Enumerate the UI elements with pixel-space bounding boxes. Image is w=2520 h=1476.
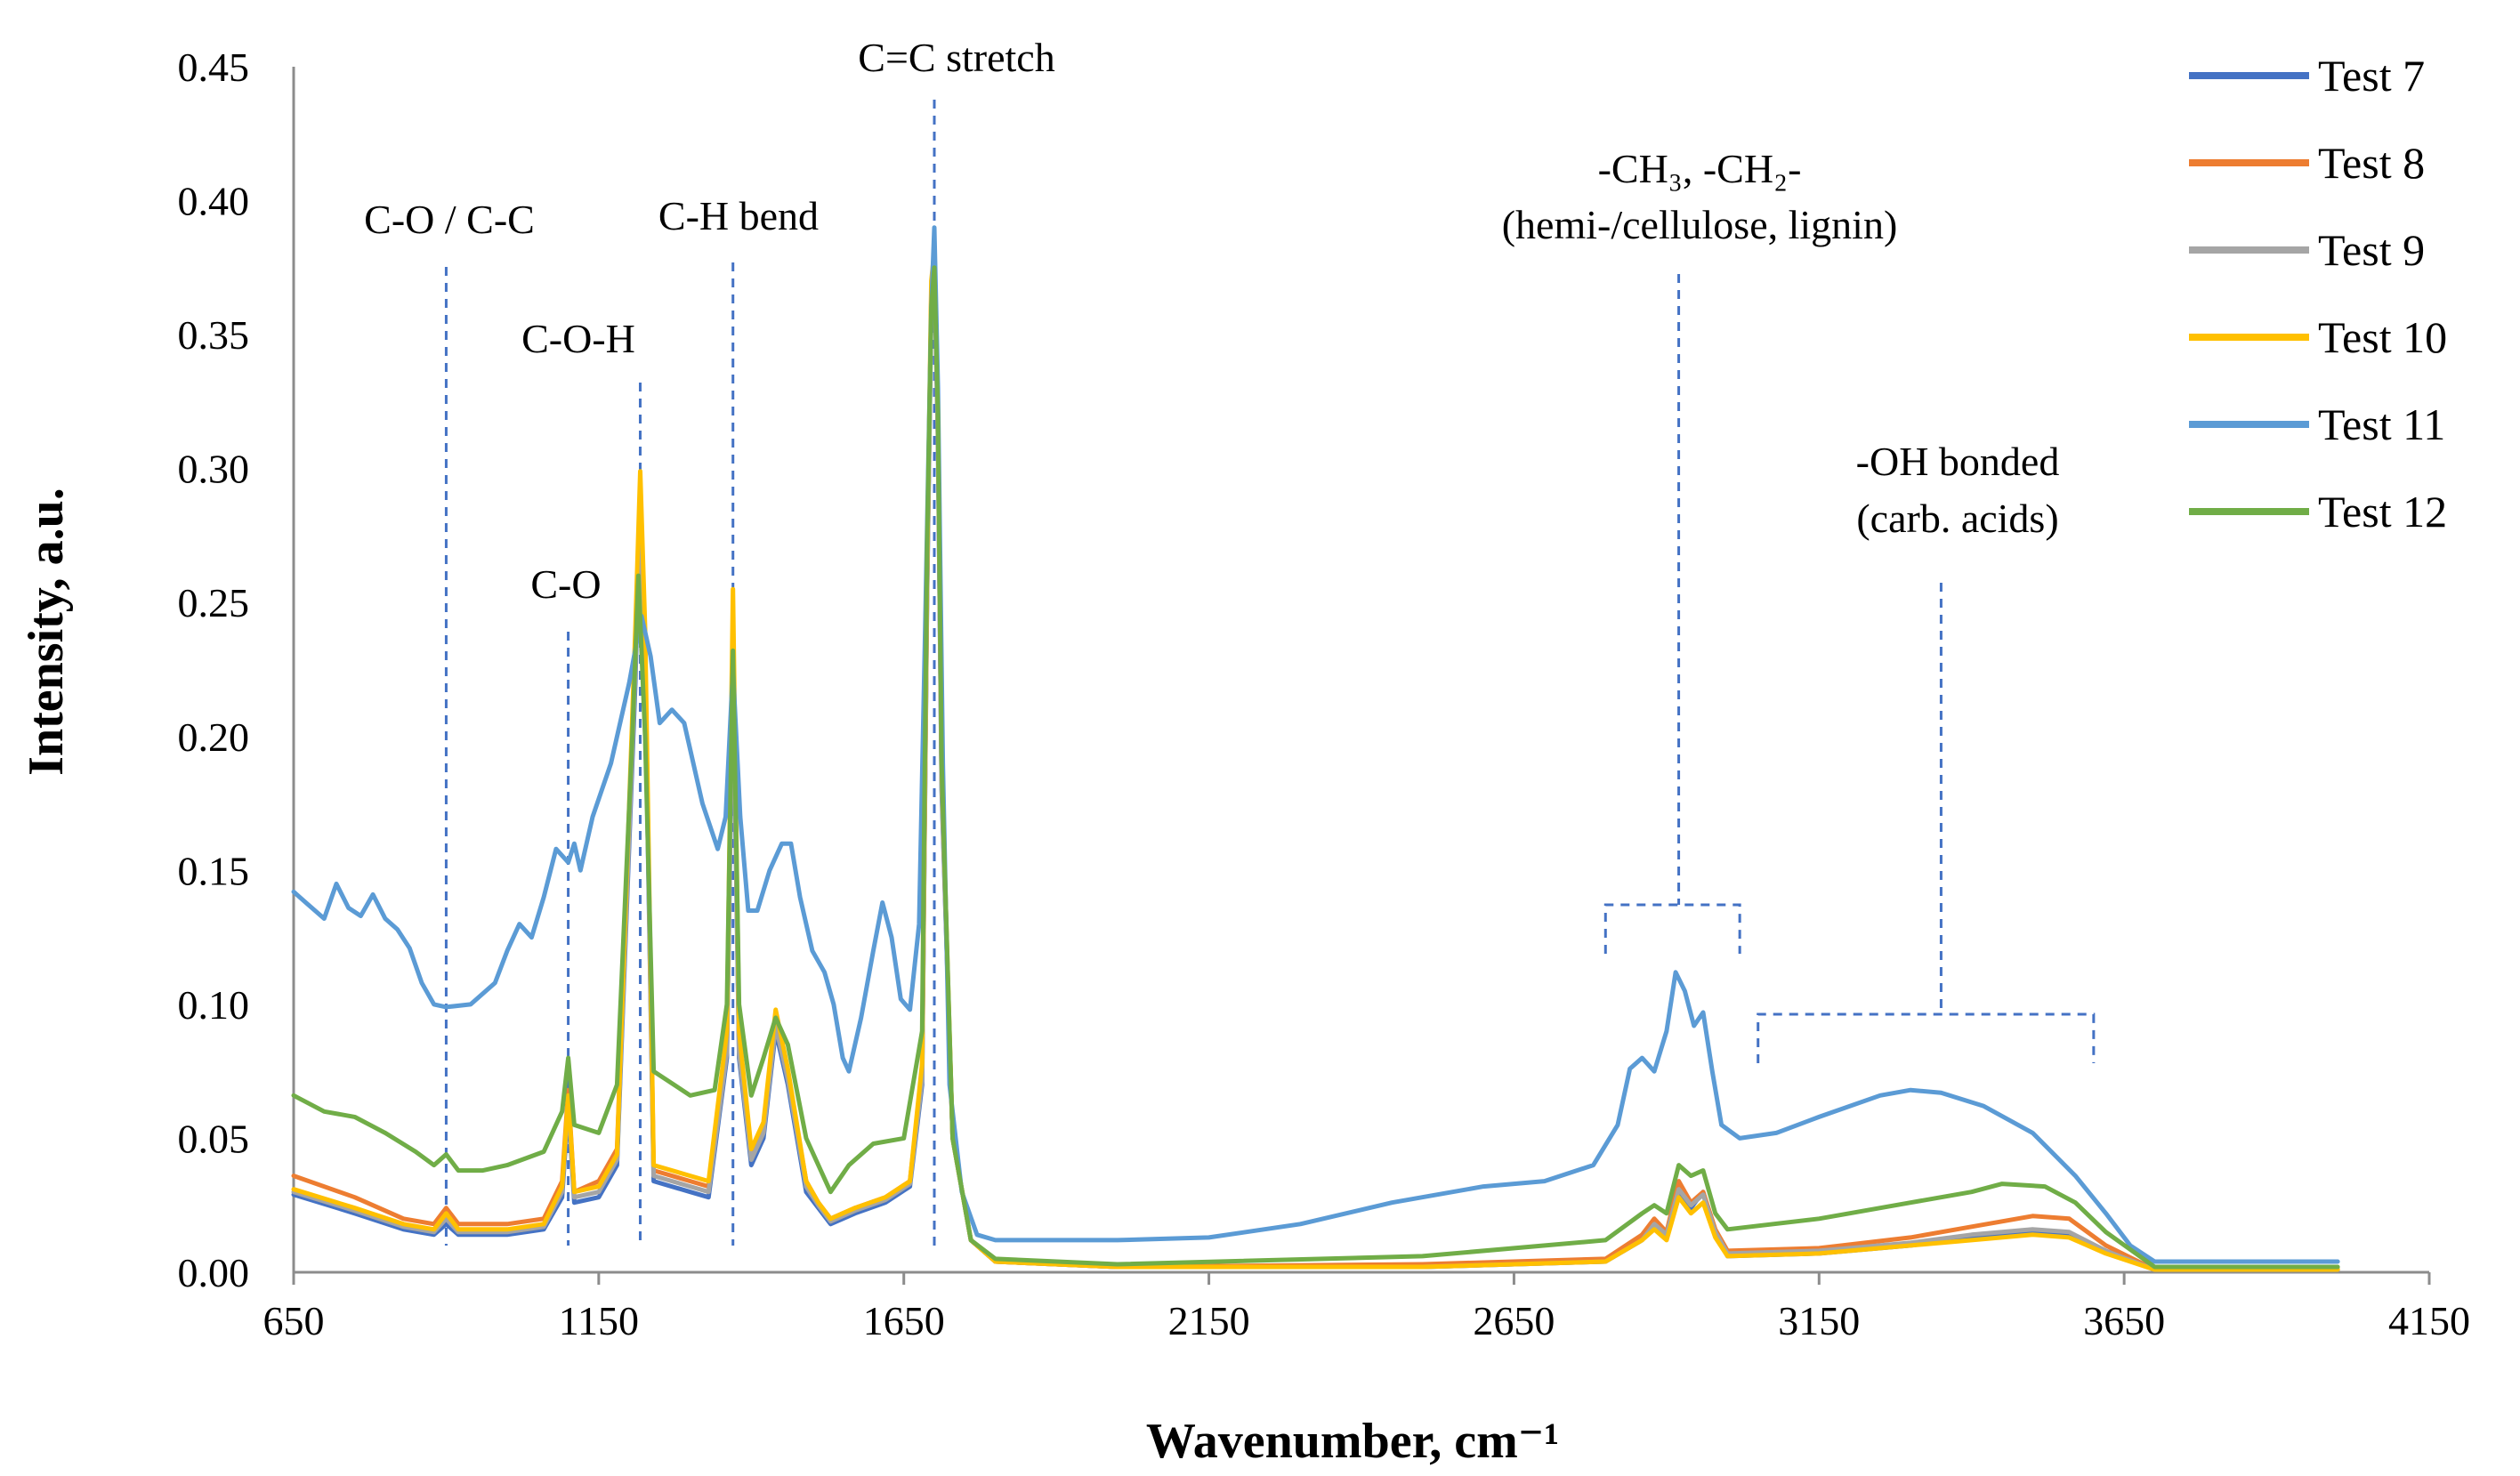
legend-label: Test 9 [2318,225,2425,275]
peak-annotations: C-O / C-C C-O C-O-H C-H bend C=C stretch -CH₃… [364,35,2096,1246]
series-line-test-7 [291,262,2340,1272]
annotation-label: C-O-H [521,316,635,361]
legend-label: Test 12 [2318,487,2447,536]
annotation-label: C-O [530,561,601,607]
axes [292,67,2429,1274]
series-line-test-8 [291,257,2340,1272]
y-tick-label: 0.00 [178,1250,250,1295]
x-tick-labels: 650 1150 1650 2150 2650 3150 3650 4150 [263,1272,2470,1343]
x-tick-label: 650 [263,1298,325,1343]
annotation-bracket [1603,903,1741,954]
x-axis-title: Wavenumber, cm⁻¹ [1146,1414,1559,1469]
y-tick-label: 0.45 [178,44,250,90]
annotation-bracket [1757,1012,2096,1063]
legend-label: Test 11 [2318,399,2445,449]
annotation-sublabel: (hemi-/cellulose, lignin) [1502,202,1898,247]
y-axis-title: Intensity, a.u. [19,488,74,776]
legend-label: Test 8 [2318,138,2425,188]
y-tick-label: 0.25 [178,580,250,625]
x-tick-label: 4150 [2388,1298,2470,1343]
annotation-label: -CH₃, -CH₂- [1598,146,1802,191]
x-tick-label: 2150 [1168,1298,1250,1343]
y-tick-label: 0.05 [178,1116,250,1161]
y-tick-label: 0.35 [178,312,250,358]
y-tick-label: 0.20 [178,714,250,760]
x-tick-label: 2650 [1473,1298,1555,1343]
annotation-label: C-H bend [658,193,819,238]
legend-label: Test 10 [2318,312,2447,362]
y-tick-labels: 0.00 0.05 0.10 0.15 0.20 0.25 0.30 0.35 0.40 0.45 [178,44,250,1295]
y-tick-label: 0.10 [178,982,250,1028]
series-line-test-11 [291,225,2340,1264]
y-tick-label: 0.15 [178,848,250,893]
series-lines [291,225,2340,1272]
annotation-label: C=C stretch [858,35,1054,80]
annotation-sublabel: (carb. acids) [1856,496,2058,541]
annotation-label: -OH bonded [1856,439,2060,484]
series-line-test-10 [291,249,2340,1272]
y-tick-label: 0.40 [178,179,250,224]
series-line-test-12 [291,265,2340,1270]
y-tick-label: 0.30 [178,447,250,492]
legend: Test 7 Test 8 Test 9 Test 10 Test 11 Test 12 [2189,51,2447,536]
annotation-label: C-O / C-C [364,197,535,242]
x-tick-label: 1150 [559,1298,639,1343]
x-tick-label: 3650 [2083,1298,2165,1343]
series-line-test-9 [291,260,2340,1272]
legend-label: Test 7 [2318,51,2425,101]
x-tick-label: 1650 [863,1298,945,1343]
x-tick-label: 3150 [1778,1298,1860,1343]
